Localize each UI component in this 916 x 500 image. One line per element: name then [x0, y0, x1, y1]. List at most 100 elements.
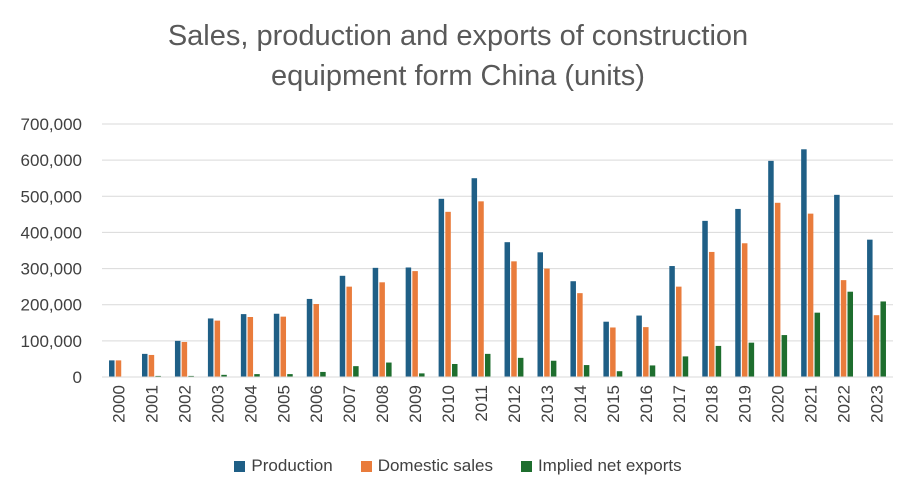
bar-production: [141, 353, 148, 377]
bar-domestic-sales: [214, 320, 221, 377]
bar-production: [109, 360, 115, 377]
bar-domestic-sales: [676, 286, 682, 377]
bar-implied-net-exports: [221, 374, 227, 377]
chart-title-line-2: equipment form China (units): [271, 60, 645, 92]
x-tick-label: 2010: [439, 385, 458, 423]
bar-implied-net-exports: [155, 375, 161, 377]
legend-label-production: Production: [251, 456, 333, 475]
bar-production: [471, 178, 478, 377]
y-tick-label: 700,000: [21, 115, 82, 134]
bar-production: [372, 267, 379, 377]
legend-swatch-domestic-sales: [360, 460, 372, 472]
bar-production: [702, 220, 708, 377]
legend-item-implied-net-exports: Implied net exports: [520, 456, 682, 476]
bar-implied-net-exports: [550, 360, 557, 377]
bar-production: [240, 314, 247, 377]
x-tick-label: 2005: [274, 385, 293, 423]
bar-implied-net-exports: [386, 362, 392, 377]
x-tick-label: 2011: [472, 385, 491, 422]
bar-domestic-sales: [708, 251, 715, 377]
bar-implied-net-exports: [649, 365, 656, 377]
bar-implied-net-exports: [682, 356, 689, 377]
bar-implied-net-exports: [484, 353, 491, 377]
bar-domestic-sales: [379, 282, 385, 377]
bar-production: [207, 318, 214, 377]
bar-production: [834, 194, 840, 377]
x-tick-label: 2015: [604, 385, 623, 423]
bar-implied-net-exports: [353, 366, 359, 377]
chart-title-line-1: Sales, production and exports of constru…: [167, 20, 749, 52]
y-tick-label: 0: [73, 368, 82, 387]
bar-domestic-sales: [610, 327, 616, 377]
x-tick-label: 2003: [208, 385, 227, 423]
bar-implied-net-exports: [583, 365, 590, 377]
bar-implied-net-exports: [616, 371, 623, 377]
bar-implied-net-exports: [452, 363, 458, 377]
bar-domestic-sales: [148, 354, 155, 377]
legend-item-domestic-sales: Domestic sales: [360, 456, 493, 476]
x-tick-label: 2002: [175, 385, 194, 423]
y-tick-label: 400,000: [21, 223, 82, 242]
bar-production: [801, 149, 807, 377]
bar-domestic-sales: [774, 202, 781, 377]
bar-domestic-sales: [741, 243, 748, 377]
x-tick-label: 2020: [769, 385, 788, 423]
x-tick-label: 2009: [406, 385, 425, 423]
bar-domestic-sales: [313, 303, 319, 377]
bar-production: [174, 340, 181, 377]
x-tick-label: 2008: [373, 385, 392, 423]
bar-production: [867, 239, 873, 377]
x-tick-label: 2012: [505, 385, 524, 423]
x-tick-label: 2000: [109, 385, 128, 423]
bar-production: [339, 275, 346, 377]
bar-domestic-sales: [511, 261, 517, 377]
bar-implied-net-exports: [715, 345, 722, 377]
bar-implied-net-exports: [814, 312, 821, 377]
bar-implied-net-exports: [781, 335, 788, 377]
bar-implied-net-exports: [254, 374, 260, 377]
bar-domestic-sales: [577, 293, 583, 377]
bar-implied-net-exports: [748, 342, 755, 377]
x-tick-label: 2007: [340, 385, 359, 423]
bar-domestic-sales: [181, 341, 188, 377]
x-tick-label: 2017: [670, 385, 689, 423]
y-tick-label: 600,000: [21, 151, 82, 170]
bar-production: [669, 266, 675, 377]
x-tick-label: 2006: [307, 385, 326, 423]
x-tick-label: 2022: [835, 385, 854, 423]
bar-domestic-sales: [478, 201, 484, 377]
legend-label-domestic-sales: Domestic sales: [377, 456, 493, 475]
bar-production: [306, 298, 313, 377]
bar-production: [537, 252, 543, 377]
bar-implied-net-exports: [847, 291, 854, 377]
y-tick-label: 100,000: [21, 332, 82, 351]
bar-production: [504, 242, 511, 377]
bar-implied-net-exports: [287, 374, 293, 377]
bar-production: [636, 315, 642, 377]
chart-title: Sales, production and exports of constru…: [0, 16, 916, 96]
x-tick-label: 2001: [142, 385, 161, 423]
bar-production: [405, 267, 412, 377]
x-tick-label: 2013: [538, 385, 557, 423]
x-tick-label: 2018: [703, 385, 722, 423]
bar-implied-net-exports: [419, 373, 425, 377]
x-tick-label: 2016: [637, 385, 656, 423]
bar-domestic-sales: [346, 286, 352, 377]
bar-production: [273, 313, 280, 377]
legend-label-implied-net-exports: Implied net exports: [537, 456, 682, 475]
x-tick-label: 2019: [736, 385, 755, 423]
bar-domestic-sales: [115, 360, 122, 377]
bar-implied-net-exports: [517, 357, 524, 377]
bar-domestic-sales: [247, 317, 254, 377]
legend-swatch-implied-net-exports: [520, 460, 532, 472]
bar-production: [570, 281, 576, 377]
y-tick-label: 500,000: [21, 187, 82, 206]
bar-domestic-sales: [873, 315, 880, 377]
x-tick-label: 2014: [571, 385, 590, 423]
bar-production: [768, 160, 774, 377]
bar-domestic-sales: [412, 271, 418, 377]
y-tick-label: 300,000: [21, 260, 82, 279]
bar-domestic-sales: [445, 211, 451, 377]
bar-production: [438, 198, 445, 377]
